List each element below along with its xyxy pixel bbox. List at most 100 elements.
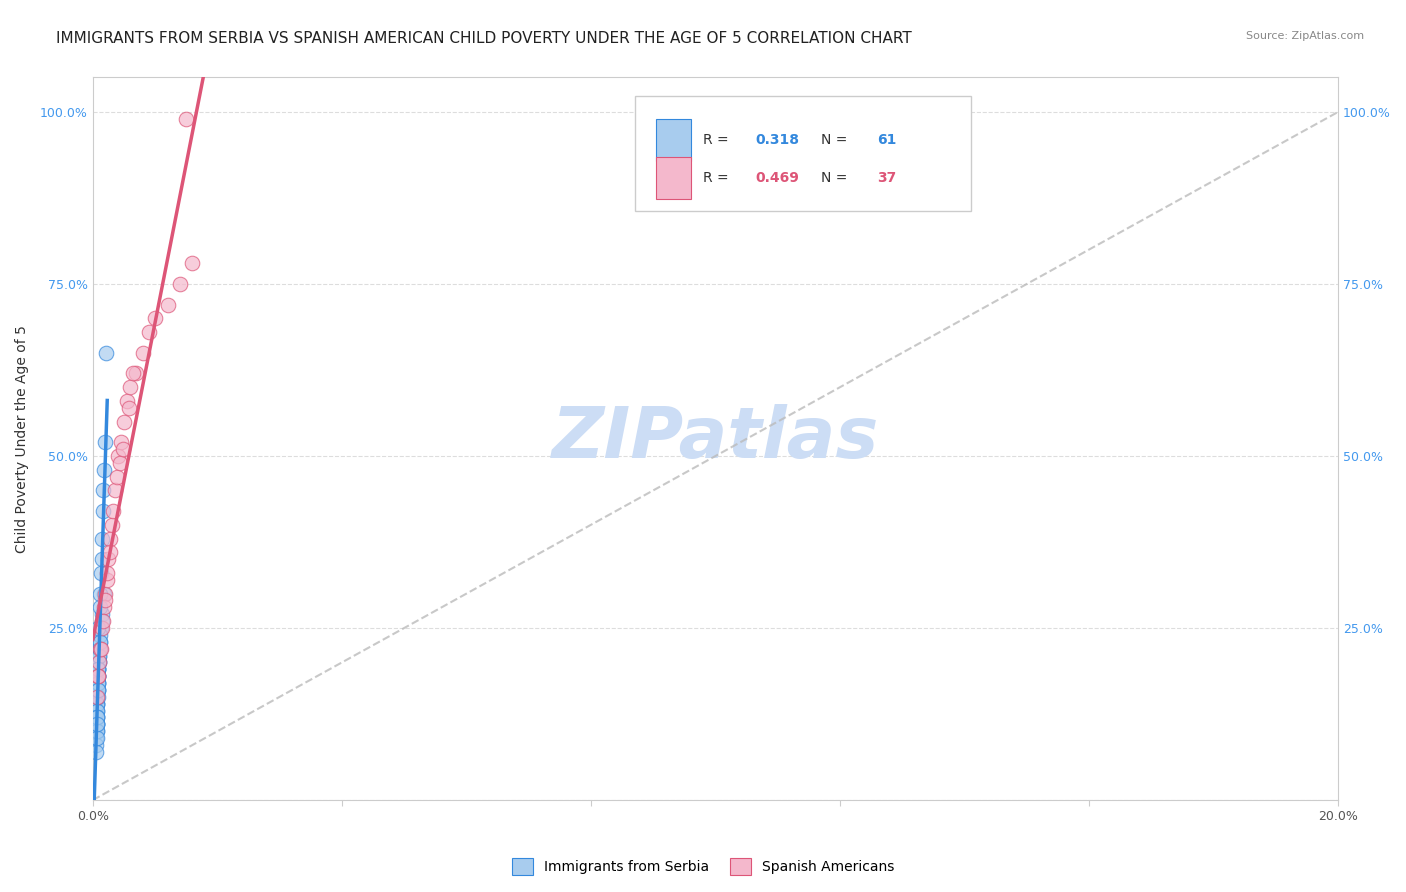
Point xyxy=(86,690,108,704)
Point xyxy=(87,682,110,697)
Point xyxy=(86,697,108,711)
Point xyxy=(87,669,110,683)
Point xyxy=(87,656,110,670)
Point xyxy=(98,545,121,559)
Point xyxy=(89,641,111,656)
Point xyxy=(84,738,107,752)
Point xyxy=(131,345,153,359)
Point xyxy=(89,586,111,600)
Point xyxy=(87,662,110,676)
Point xyxy=(90,566,112,580)
Point xyxy=(86,710,108,724)
Point xyxy=(89,628,111,642)
Point xyxy=(125,367,148,381)
Point xyxy=(91,504,114,518)
Text: 37: 37 xyxy=(877,171,897,185)
Point xyxy=(87,676,110,690)
Y-axis label: Child Poverty Under the Age of 5: Child Poverty Under the Age of 5 xyxy=(15,325,30,553)
Point xyxy=(87,690,110,704)
Point xyxy=(91,614,114,628)
Point xyxy=(86,724,108,739)
Text: ZIPatlas: ZIPatlas xyxy=(553,404,879,474)
Point xyxy=(84,704,107,718)
Point xyxy=(87,682,110,697)
Point xyxy=(89,634,111,648)
Point xyxy=(87,662,110,676)
Point xyxy=(86,724,108,739)
Point xyxy=(94,345,117,359)
Point xyxy=(93,463,115,477)
Point xyxy=(93,600,115,615)
Point xyxy=(97,552,120,566)
Point xyxy=(90,552,112,566)
Text: 0.318: 0.318 xyxy=(755,133,800,146)
Point xyxy=(169,277,191,291)
Point xyxy=(87,662,110,676)
Text: N =: N = xyxy=(821,171,852,185)
Point xyxy=(115,393,138,408)
Text: R =: R = xyxy=(703,171,733,185)
Point xyxy=(86,731,108,745)
Text: IMMIGRANTS FROM SERBIA VS SPANISH AMERICAN CHILD POVERTY UNDER THE AGE OF 5 CORR: IMMIGRANTS FROM SERBIA VS SPANISH AMERIC… xyxy=(56,31,912,46)
Point xyxy=(108,456,131,470)
Point xyxy=(87,676,110,690)
Point xyxy=(87,656,110,670)
Point xyxy=(86,717,108,731)
Point xyxy=(89,641,111,656)
Point xyxy=(111,442,134,456)
Point xyxy=(86,690,108,704)
Point xyxy=(156,297,179,311)
Point xyxy=(143,311,166,326)
Point xyxy=(118,401,141,415)
Point xyxy=(87,648,110,663)
Point xyxy=(87,669,110,683)
Point xyxy=(86,717,108,731)
Point xyxy=(101,504,124,518)
Point xyxy=(112,415,135,429)
Point xyxy=(87,662,110,676)
Point xyxy=(98,532,121,546)
Point xyxy=(87,669,110,683)
Point xyxy=(84,731,107,745)
Point xyxy=(89,641,111,656)
Legend: Immigrants from Serbia, Spanish Americans: Immigrants from Serbia, Spanish American… xyxy=(506,853,900,880)
Text: N =: N = xyxy=(821,133,852,146)
Point xyxy=(87,621,110,635)
Point xyxy=(90,614,112,628)
FancyBboxPatch shape xyxy=(655,119,690,161)
Point xyxy=(107,449,129,463)
Point xyxy=(96,566,118,580)
Point xyxy=(91,607,114,622)
Point xyxy=(104,483,127,498)
Text: Source: ZipAtlas.com: Source: ZipAtlas.com xyxy=(1246,31,1364,41)
Point xyxy=(90,621,112,635)
Point xyxy=(86,710,108,724)
Point xyxy=(89,600,111,615)
Point xyxy=(110,435,132,450)
Point xyxy=(90,641,112,656)
Point xyxy=(122,367,145,381)
Point xyxy=(181,256,204,270)
Point xyxy=(94,586,117,600)
Point xyxy=(91,532,114,546)
Point xyxy=(105,469,128,483)
Point xyxy=(94,435,117,450)
Point xyxy=(84,745,107,759)
Point xyxy=(138,325,160,339)
Point xyxy=(87,669,110,683)
Text: 0.469: 0.469 xyxy=(755,171,799,185)
Point xyxy=(86,710,108,724)
Point xyxy=(93,593,115,607)
Point xyxy=(87,648,110,663)
Point xyxy=(87,682,110,697)
Point xyxy=(100,517,122,532)
Point xyxy=(93,483,115,498)
Point xyxy=(87,669,110,683)
Point xyxy=(87,669,110,683)
Text: R =: R = xyxy=(703,133,733,146)
Point xyxy=(89,641,111,656)
Point xyxy=(93,586,115,600)
Point xyxy=(86,717,108,731)
Point xyxy=(120,380,142,394)
Point xyxy=(86,697,108,711)
